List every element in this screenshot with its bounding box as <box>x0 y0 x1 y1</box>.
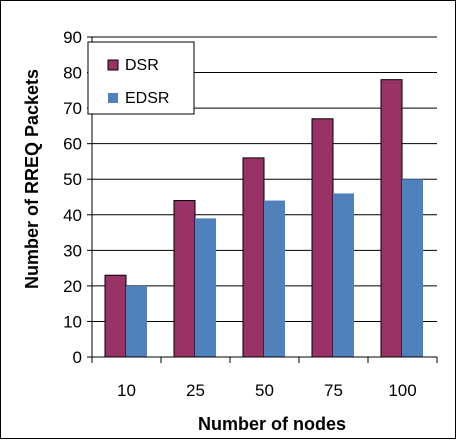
bar-edsr-25 <box>195 218 216 357</box>
legend-box <box>87 41 195 115</box>
y-tick-label: 0 <box>73 348 82 367</box>
legend-swatch-dsr <box>107 59 119 71</box>
x-axis-title: Number of nodes <box>198 414 346 434</box>
gridlines <box>92 36 437 322</box>
y-tick-label: 80 <box>63 64 82 83</box>
legend-label-edsr: EDSR <box>125 90 169 107</box>
bar-edsr-50 <box>264 200 285 357</box>
y-tick-label: 40 <box>63 206 82 225</box>
y-tick-label: 30 <box>63 241 82 260</box>
bar-dsr-25 <box>173 200 196 358</box>
legend-swatch-edsr <box>108 93 118 103</box>
legend-label-dsr: DSR <box>125 57 159 74</box>
bar-dsr-10 <box>104 274 127 358</box>
x-tick-label: 100 <box>388 381 416 400</box>
y-tick-label: 10 <box>63 312 82 331</box>
x-tick-label: 10 <box>117 381 136 400</box>
y-tick-label: 90 <box>63 28 82 47</box>
bar-dsr-75 <box>311 118 334 358</box>
x-tick-label: 25 <box>186 381 205 400</box>
y-tick-label: 20 <box>63 277 82 296</box>
legend: DSR EDSR <box>87 41 195 115</box>
bar-dsr-100 <box>380 79 403 358</box>
y-axis-title: Number of RREQ Packets <box>22 69 42 289</box>
y-tick-label: 50 <box>63 170 82 189</box>
bar-edsr-100 <box>402 179 423 357</box>
bars <box>104 79 423 358</box>
bar-edsr-10 <box>126 285 147 357</box>
y-tick-label: 70 <box>63 99 82 118</box>
tick-labels: 0 10 20 30 40 50 60 70 80 90 10 25 50 75 100 <box>63 28 417 400</box>
bar-dsr-50 <box>242 157 265 358</box>
y-tick-label: 60 <box>63 135 82 154</box>
x-tick-label: 50 <box>255 381 274 400</box>
x-tick-label: 75 <box>324 381 343 400</box>
bar-edsr-75 <box>333 193 354 357</box>
